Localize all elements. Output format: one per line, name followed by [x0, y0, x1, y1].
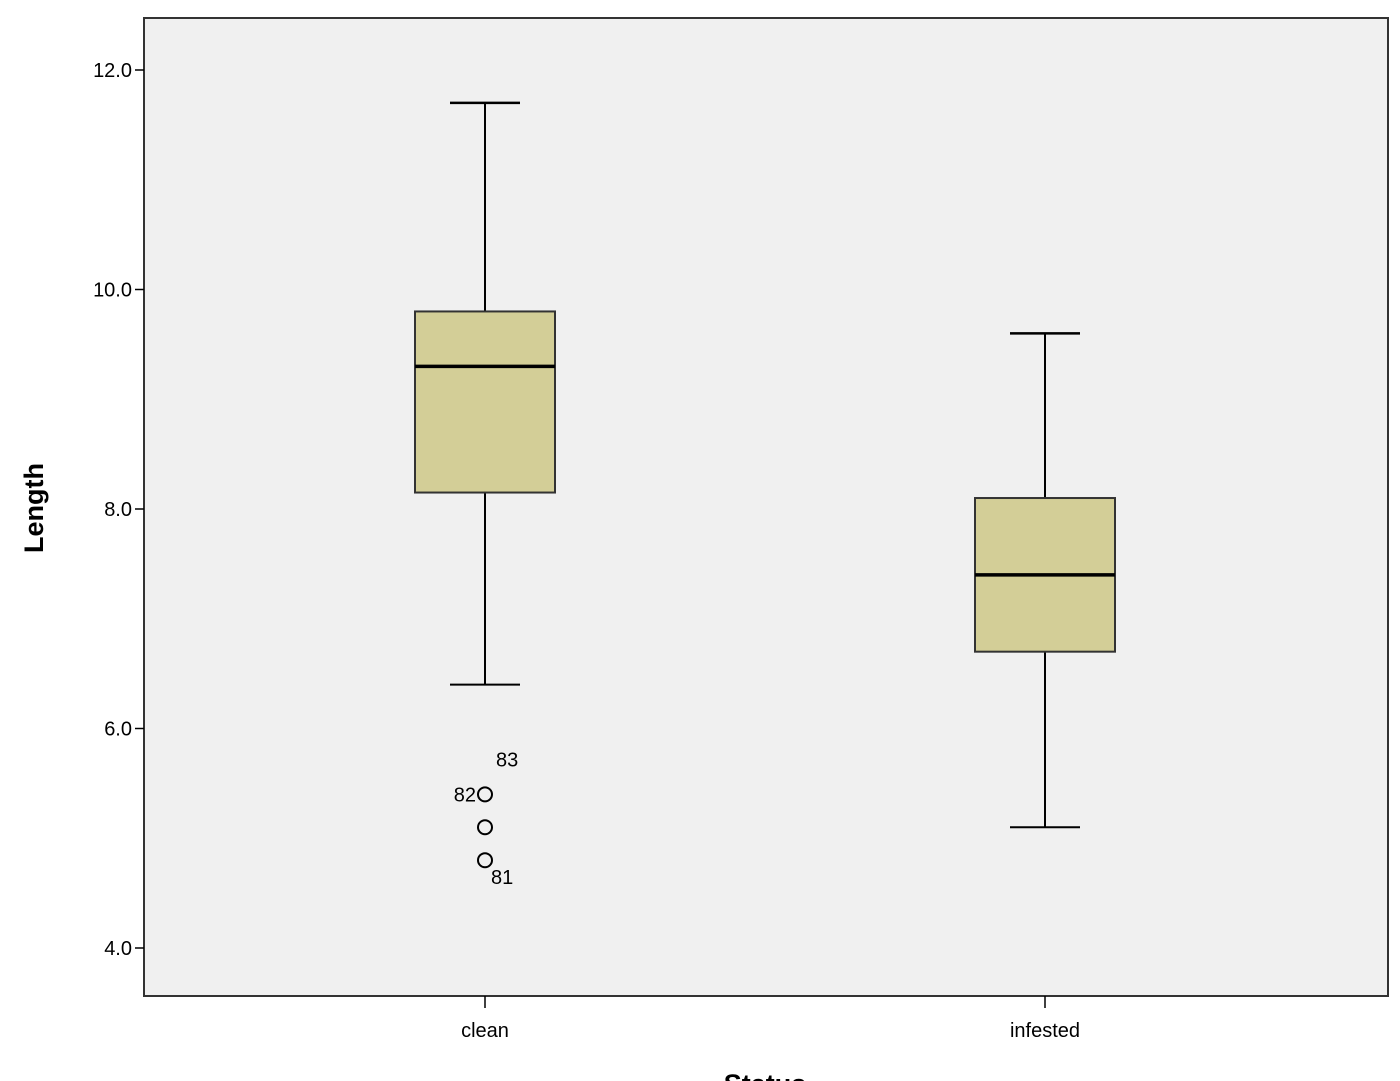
box-infested — [974, 332, 1116, 829]
iqr-box — [414, 310, 556, 494]
outlier-point — [477, 819, 493, 836]
outlier-point — [477, 852, 493, 869]
outlier-label: 82 — [454, 784, 476, 806]
y-tick-label: 6.0 — [104, 719, 132, 741]
y-tick-label: 12.0 — [93, 60, 132, 82]
outlier-label: 81 — [491, 867, 513, 889]
outlier-label: 83 — [496, 749, 518, 771]
box-clean — [414, 101, 556, 869]
boxes: 83 82 81 — [414, 101, 1116, 889]
x-axis-title: Status — [724, 1069, 807, 1081]
y-tick-label: 10.0 — [93, 280, 132, 302]
x-tick-label: infested — [1010, 1020, 1080, 1042]
x-tick-label: clean — [461, 1020, 509, 1042]
y-axis-title: Length — [19, 463, 49, 553]
x-axis: clean infested — [461, 996, 1080, 1042]
y-tick-label: 8.0 — [104, 499, 132, 521]
plot-area — [143, 17, 1389, 997]
y-axis: 4.0 6.0 8.0 10.0 12.0 — [93, 60, 144, 960]
y-tick-label: 4.0 — [104, 938, 132, 960]
outlier-point — [477, 786, 493, 803]
